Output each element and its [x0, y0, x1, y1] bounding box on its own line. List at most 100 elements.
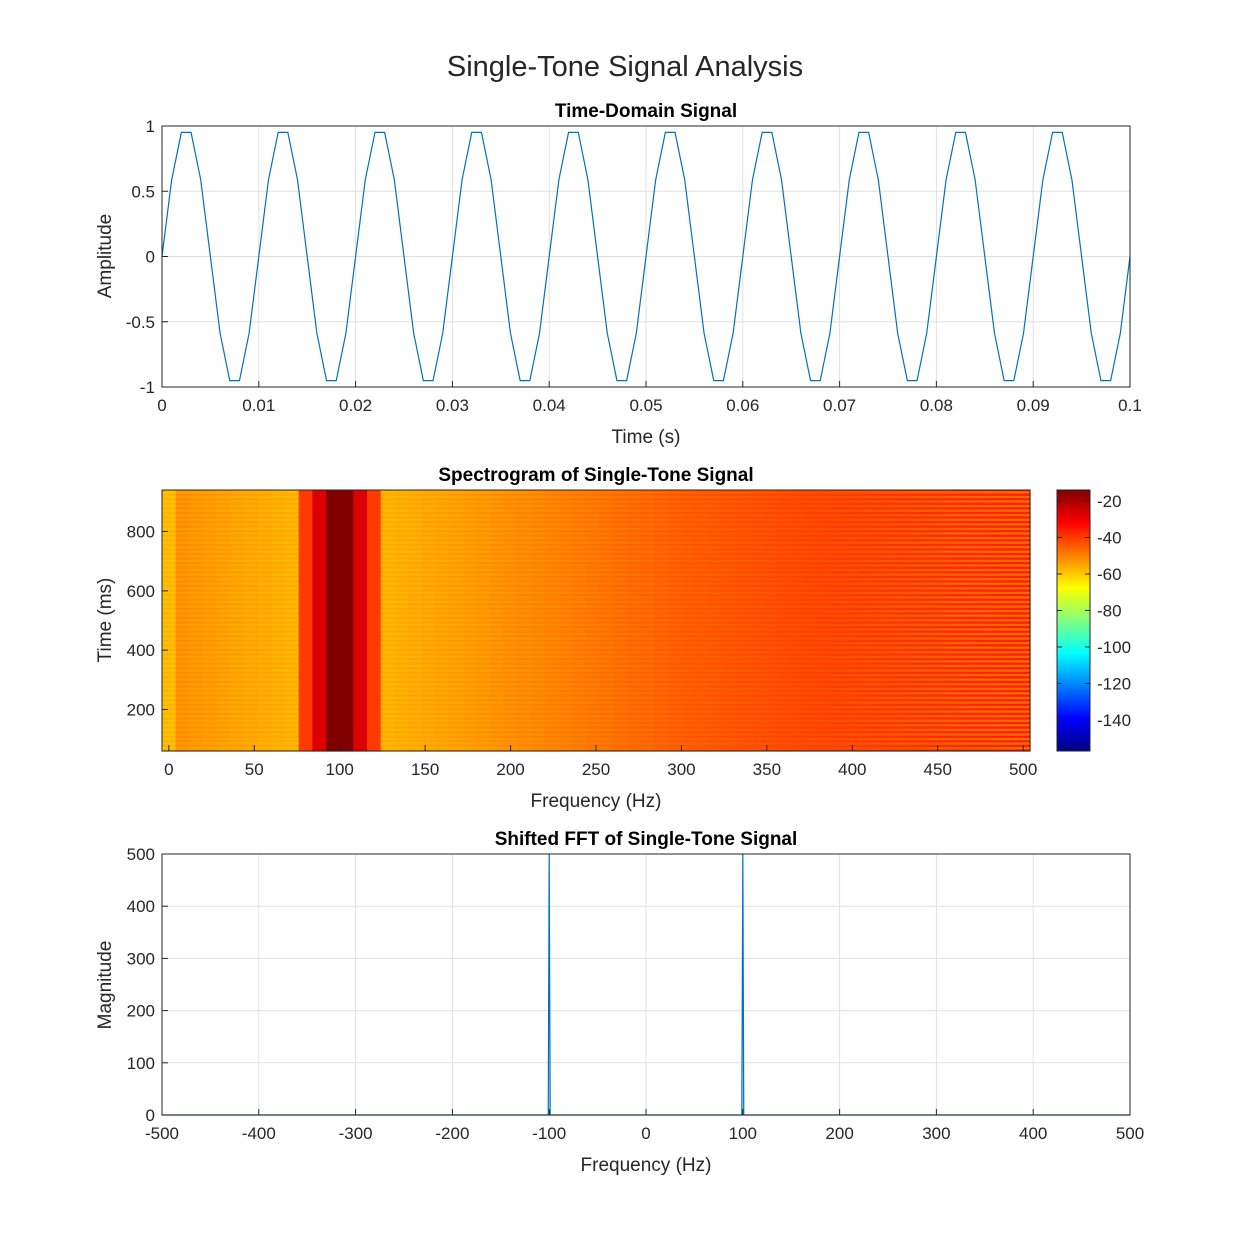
- x-tick-label: 0.03: [436, 396, 469, 415]
- spectrogram-cell: [804, 639, 819, 642]
- spectrogram-cell: [927, 712, 942, 716]
- spectrogram-cell: [613, 730, 628, 734]
- spectrogram-cell: [1009, 712, 1024, 716]
- spectrogram-cell: [312, 737, 327, 741]
- spectrogram-cell: [900, 659, 915, 663]
- spectrogram-cell: [667, 664, 683, 668]
- spectrogram-cell: [421, 680, 436, 684]
- spectrogram-cell: [544, 735, 560, 738]
- spectrogram-cell: [544, 684, 560, 688]
- spectrogram-cell: [271, 602, 286, 606]
- spectrogram-cell: [777, 584, 792, 588]
- spectrogram-cell: [162, 595, 177, 599]
- spectrogram-cell: [449, 687, 464, 690]
- spectrogram-cell: [216, 634, 231, 638]
- spectrogram-cell: [941, 673, 956, 677]
- spectrogram-cell: [667, 703, 683, 706]
- spectrogram-cell: [298, 723, 313, 727]
- spectrogram-cell: [831, 595, 847, 599]
- spectrogram-cell: [421, 648, 436, 652]
- spectrogram-cell: [968, 707, 983, 711]
- spectrogram-cell: [599, 735, 614, 738]
- spectrogram-cell: [831, 691, 847, 695]
- spectrogram-cell: [175, 602, 190, 606]
- spectrogram-cell: [271, 595, 286, 599]
- spectrogram-cell: [531, 700, 546, 704]
- spectrogram-cell: [326, 579, 341, 583]
- spectrogram-cell: [449, 714, 464, 718]
- spectrogram-cell: [749, 744, 765, 748]
- spectrogram-cell: [626, 682, 642, 686]
- spectrogram-cell: [845, 634, 860, 638]
- spectrogram-cell: [654, 600, 669, 604]
- spectrogram-cell: [408, 582, 423, 585]
- spectrogram-cell: [913, 696, 929, 700]
- spectrogram-cell: [1009, 668, 1024, 672]
- spectrogram-cell: [749, 591, 765, 595]
- spectrogram-cell: [203, 719, 218, 722]
- spectrogram-cell: [859, 682, 874, 686]
- spectrogram-cell: [531, 650, 546, 654]
- spectrogram-cell: [995, 739, 1011, 743]
- spectrogram-cell: [244, 696, 259, 700]
- spectrogram-cell: [681, 677, 696, 681]
- spectrogram-cell: [763, 655, 778, 658]
- spectrogram-cell: [763, 593, 778, 597]
- spectrogram-cell: [449, 657, 464, 661]
- spectrogram-cell: [298, 607, 313, 610]
- spectrogram-cell: [695, 643, 710, 647]
- spectrogram-cell: [818, 625, 833, 629]
- spectrogram-cell: [162, 655, 177, 658]
- spectrogram-cell: [339, 634, 354, 638]
- spectrogram-cell: [763, 632, 778, 636]
- spectrogram-cell: [312, 677, 327, 681]
- spectrogram-cell: [886, 719, 901, 722]
- spectrogram-cell: [613, 677, 628, 681]
- spectrogram-cell: [736, 586, 751, 590]
- spectrogram-cell: [558, 691, 573, 695]
- spectrogram-cell: [203, 584, 218, 588]
- spectrogram-cell: [230, 732, 245, 736]
- spectrogram-cell: [503, 732, 518, 736]
- spectrogram-cell: [490, 593, 505, 597]
- spectrogram-cell: [353, 744, 368, 748]
- spectrogram-cell: [257, 719, 272, 722]
- spectrogram-cell: [968, 721, 983, 725]
- spectrogram-cell: [872, 579, 888, 583]
- spectrogram-cell: [230, 659, 245, 663]
- spectrogram-cell: [599, 748, 614, 752]
- spectrogram-cell: [435, 680, 450, 684]
- spectrogram-cell: [421, 712, 436, 716]
- spectrogram-cell: [845, 730, 860, 734]
- spectrogram-cell: [640, 657, 655, 661]
- spectrogram-cell: [490, 668, 505, 672]
- spectrogram-cell: [326, 575, 341, 579]
- spectrogram-cell: [927, 737, 942, 741]
- spectrogram-cell: [995, 652, 1011, 656]
- spectrogram-cell: [216, 714, 231, 718]
- spectrogram-cell: [749, 643, 765, 647]
- spectrogram-cell: [476, 709, 491, 713]
- spectrogram-cell: [367, 716, 382, 720]
- spectrogram-cell: [626, 648, 642, 652]
- spectrogram-cell: [886, 643, 901, 647]
- spectrogram-cell: [804, 650, 819, 654]
- spectrogram-cell: [394, 707, 409, 711]
- spectrogram-cell: [462, 664, 477, 668]
- spectrogram-cell: [558, 629, 573, 633]
- spectrogram-cell: [886, 732, 901, 736]
- spectrogram-cell: [572, 613, 587, 617]
- spectrogram-cell: [408, 595, 423, 599]
- spectrogram-cell: [326, 645, 341, 649]
- spectrogram-cell: [968, 661, 983, 665]
- spectrogram-cell: [695, 604, 710, 608]
- spectrogram-cell: [722, 714, 737, 718]
- spectrogram-cell: [203, 636, 218, 640]
- spectrogram-cell: [982, 741, 997, 745]
- spectrogram-cell: [503, 595, 518, 599]
- spectrogram-cell: [230, 582, 245, 585]
- spectrogram-cell: [353, 707, 368, 711]
- spectrogram-cell: [790, 634, 806, 638]
- spectrogram-cell: [667, 673, 683, 677]
- spectrogram-cell: [818, 714, 833, 718]
